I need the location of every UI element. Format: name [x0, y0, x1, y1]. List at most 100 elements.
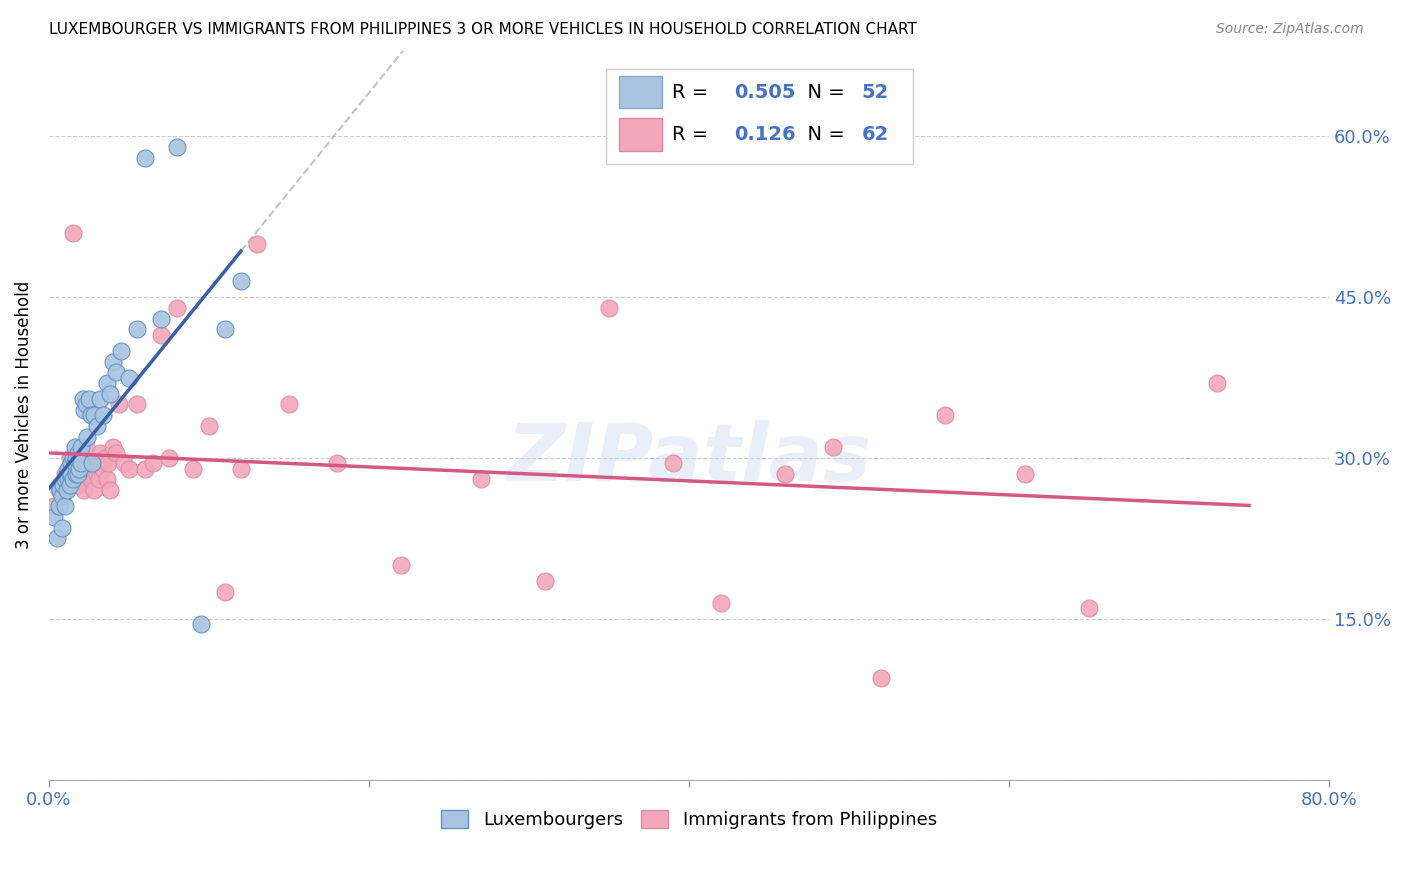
- Point: [108, 397, 131, 411]
- Point: [60, 456, 83, 470]
- Point: [52, 478, 75, 492]
- Text: 0.126: 0.126: [734, 125, 796, 144]
- Point: [94, 450, 117, 465]
- Point: [87, 473, 110, 487]
- FancyBboxPatch shape: [619, 76, 662, 108]
- Point: [326, 456, 349, 470]
- Point: [157, 450, 180, 465]
- Point: [86, 467, 108, 482]
- Point: [93, 408, 115, 422]
- Point: [773, 467, 796, 482]
- Point: [96, 473, 118, 487]
- Point: [42, 510, 65, 524]
- Point: [66, 478, 89, 492]
- Point: [59, 478, 82, 492]
- Point: [934, 408, 956, 422]
- Point: [59, 467, 82, 482]
- Point: [73, 483, 96, 498]
- Point: [53, 500, 76, 514]
- Point: [125, 322, 148, 336]
- Text: N =: N =: [796, 83, 851, 102]
- Point: [62, 450, 84, 465]
- Point: [86, 418, 108, 433]
- Point: [134, 151, 156, 165]
- Point: [118, 461, 141, 475]
- Point: [79, 408, 101, 422]
- Point: [66, 445, 89, 459]
- Text: LUXEMBOURGER VS IMMIGRANTS FROM PHILIPPINES 3 OR MORE VEHICLES IN HOUSEHOLD CORR: LUXEMBOURGER VS IMMIGRANTS FROM PHILIPPI…: [49, 22, 917, 37]
- Point: [101, 440, 124, 454]
- Point: [82, 456, 104, 470]
- Point: [66, 467, 89, 482]
- Point: [134, 461, 156, 475]
- Text: ZIPatlas: ZIPatlas: [506, 420, 872, 498]
- Point: [46, 532, 69, 546]
- Point: [98, 386, 121, 401]
- Point: [118, 370, 141, 384]
- Point: [83, 483, 105, 498]
- Point: [534, 574, 557, 589]
- Point: [72, 392, 94, 406]
- Point: [112, 456, 135, 470]
- Point: [63, 440, 86, 454]
- Point: [1206, 376, 1229, 390]
- Point: [51, 489, 73, 503]
- Point: [662, 456, 685, 470]
- Point: [83, 408, 105, 422]
- Point: [97, 456, 120, 470]
- Point: [55, 467, 77, 482]
- Point: [89, 445, 111, 459]
- Point: [110, 343, 132, 358]
- Point: [229, 274, 252, 288]
- Point: [79, 473, 101, 487]
- Point: [53, 473, 76, 487]
- Point: [70, 473, 93, 487]
- FancyBboxPatch shape: [606, 69, 912, 163]
- Point: [125, 397, 148, 411]
- Text: 52: 52: [862, 83, 889, 102]
- Point: [870, 671, 893, 685]
- Point: [63, 456, 86, 470]
- Point: [65, 467, 87, 482]
- Point: [96, 376, 118, 390]
- Point: [75, 397, 97, 411]
- Text: 62: 62: [862, 125, 889, 144]
- Point: [65, 450, 87, 465]
- Point: [56, 473, 79, 487]
- Point: [65, 467, 87, 482]
- Point: [149, 327, 172, 342]
- Point: [42, 500, 65, 514]
- Point: [63, 456, 86, 470]
- Point: [84, 456, 107, 470]
- Point: [89, 392, 111, 406]
- Point: [51, 489, 73, 503]
- Point: [67, 461, 90, 475]
- Point: [77, 456, 100, 470]
- FancyBboxPatch shape: [619, 119, 662, 151]
- Point: [62, 473, 84, 487]
- Point: [198, 418, 221, 433]
- Point: [246, 236, 269, 251]
- Point: [181, 461, 204, 475]
- Point: [73, 402, 96, 417]
- Point: [229, 461, 252, 475]
- Point: [56, 478, 79, 492]
- Point: [76, 461, 98, 475]
- Point: [75, 440, 97, 454]
- Point: [51, 521, 73, 535]
- Legend: Luxembourgers, Immigrants from Philippines: Luxembourgers, Immigrants from Philippin…: [434, 803, 943, 836]
- Point: [149, 311, 172, 326]
- Point: [166, 140, 188, 154]
- Point: [710, 596, 733, 610]
- Point: [93, 461, 115, 475]
- Point: [59, 450, 82, 465]
- Point: [77, 392, 100, 406]
- Point: [82, 456, 104, 470]
- Text: R =: R =: [672, 83, 714, 102]
- Text: 0.505: 0.505: [734, 83, 796, 102]
- Point: [214, 322, 236, 336]
- Point: [62, 226, 84, 240]
- Point: [70, 440, 93, 454]
- Point: [48, 483, 70, 498]
- Point: [56, 461, 79, 475]
